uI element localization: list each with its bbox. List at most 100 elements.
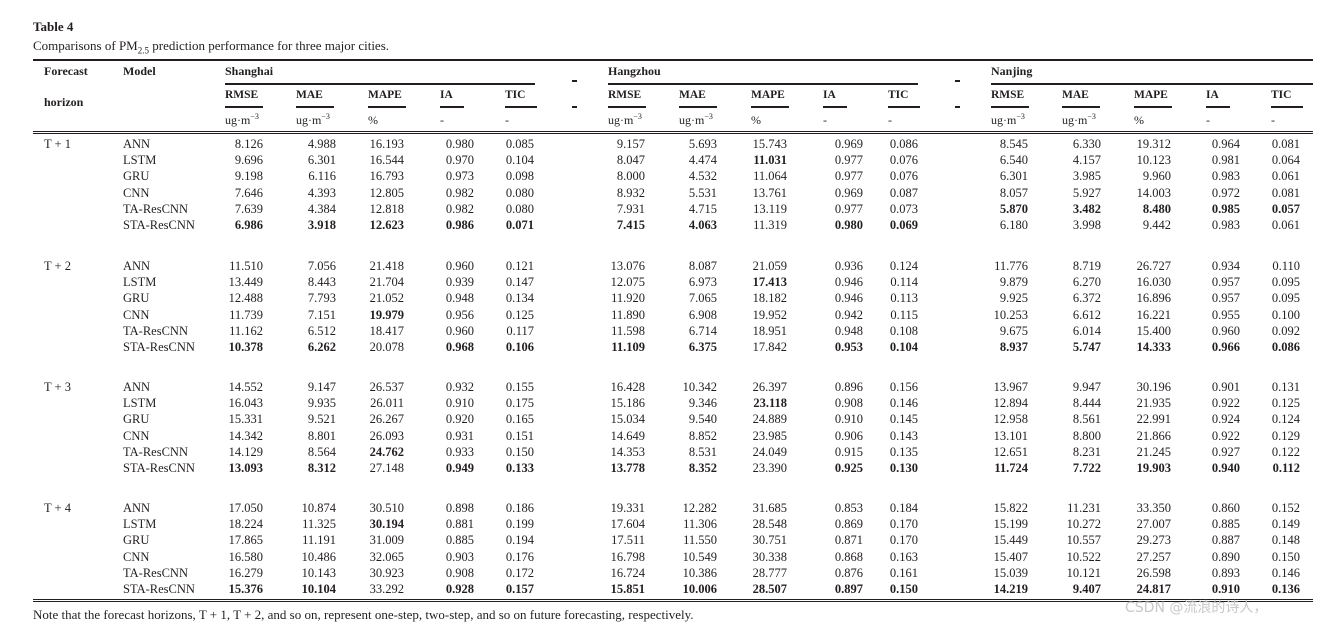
metric-underline	[505, 106, 537, 108]
value-cell-hangzhou-rmse: 11.890	[611, 307, 645, 322]
metric-header-mae: MAE	[1062, 89, 1089, 101]
value-cell-nanjing-rmse: 6.301	[999, 169, 1028, 184]
value-cell-shanghai-ia: 0.881	[445, 517, 474, 532]
value-cell-nanjing-ia: 0.940	[1211, 461, 1240, 475]
value-cell-hangzhou-mae: 8.352	[688, 461, 717, 475]
value-cell-shanghai-mae: 8.312	[307, 461, 336, 475]
value-cell-shanghai-mae: 7.056	[307, 259, 336, 273]
unit-base: ug·m	[296, 113, 322, 127]
metric-header-ia: IA	[1206, 89, 1219, 101]
metric-underline	[440, 106, 464, 108]
value-cell-hangzhou-mae: 4.532	[688, 169, 717, 184]
value-cell-hangzhou-ia: 0.946	[834, 291, 863, 306]
model-name: LSTM	[123, 396, 157, 411]
value-cell-hangzhou-mae: 6.375	[688, 340, 717, 354]
value-cell-hangzhou-ia: 0.948	[834, 323, 863, 338]
model-name: ANN	[123, 137, 151, 151]
unit-exponent: −3	[704, 112, 713, 121]
value-cell-shanghai-tic: 0.117	[506, 323, 534, 338]
value-cell-nanjing-mape: 29.273	[1136, 533, 1171, 548]
value-cell-hangzhou-tic: 0.170	[889, 533, 918, 548]
value-cell-nanjing-tic: 0.064	[1271, 153, 1300, 168]
value-cell-hangzhou-rmse: 11.598	[611, 323, 645, 338]
value-cell-shanghai-mae: 6.116	[308, 169, 336, 184]
model-name: CNN	[123, 307, 150, 322]
value-cell-nanjing-mape: 33.350	[1136, 501, 1171, 515]
value-cell-hangzhou-mape: 18.951	[752, 323, 787, 338]
value-cell-hangzhou-rmse: 11.920	[611, 291, 645, 306]
value-cell-shanghai-rmse: 17.865	[228, 533, 263, 548]
value-cell-hangzhou-tic: 0.073	[889, 201, 918, 216]
unit-base: -	[1271, 113, 1275, 127]
value-cell-hangzhou-ia: 0.942	[834, 307, 863, 322]
value-cell-hangzhou-tic: 0.114	[890, 275, 918, 290]
value-cell-hangzhou-tic: 0.184	[889, 501, 918, 515]
value-cell-shanghai-tic: 0.151	[505, 428, 534, 443]
value-cell-hangzhou-rmse: 13.778	[610, 461, 645, 475]
value-cell-shanghai-ia: 0.982	[445, 201, 474, 216]
unit-label: -	[440, 112, 444, 128]
model-name: TA-ResCNN	[123, 565, 188, 580]
value-cell-shanghai-mae: 11.325	[302, 517, 336, 532]
metric-underline	[368, 106, 406, 108]
value-cell-shanghai-mape: 19.979	[369, 307, 404, 322]
value-cell-nanjing-mape: 9.960	[1142, 169, 1171, 184]
value-cell-shanghai-mape: 26.011	[370, 396, 404, 411]
value-cell-nanjing-tic: 0.125	[1271, 396, 1300, 411]
value-cell-hangzhou-ia: 0.915	[834, 444, 863, 459]
value-cell-shanghai-ia: 0.885	[445, 533, 474, 548]
model-name: CNN	[123, 185, 150, 200]
unit-label: -	[1206, 112, 1210, 128]
horizon-label: T + 1	[44, 137, 71, 151]
city-header-shanghai: Shanghai	[225, 64, 274, 78]
metric-header-rmse: RMSE	[608, 89, 642, 101]
table-title: Table 4	[33, 19, 74, 34]
value-cell-shanghai-rmse: 12.488	[228, 291, 263, 306]
value-cell-shanghai-tic: 0.165	[505, 412, 534, 427]
value-cell-shanghai-ia: 0.898	[445, 501, 474, 515]
value-cell-shanghai-mape: 16.793	[369, 169, 404, 184]
value-cell-hangzhou-mae: 5.531	[688, 185, 717, 200]
value-cell-shanghai-mape: 31.009	[369, 533, 404, 548]
value-cell-hangzhou-ia: 0.910	[834, 412, 863, 427]
value-cell-nanjing-ia: 0.922	[1211, 396, 1240, 411]
value-cell-hangzhou-ia: 0.980	[834, 218, 863, 232]
city-header-nanjing: Nanjing	[991, 64, 1033, 78]
model-name: LSTM	[123, 517, 157, 532]
horizon-label: T + 3	[44, 380, 71, 394]
value-cell-shanghai-mape: 21.704	[369, 275, 404, 290]
header-horizon: horizon	[44, 95, 84, 109]
value-cell-hangzhou-ia: 0.908	[834, 396, 863, 411]
value-cell-hangzhou-mape: 24.889	[752, 412, 787, 427]
header-double-rule-top	[33, 131, 1313, 132]
value-cell-shanghai-mape: 32.065	[369, 549, 404, 564]
value-cell-hangzhou-ia: 0.946	[834, 275, 863, 290]
value-cell-nanjing-rmse: 9.675	[999, 323, 1028, 338]
value-cell-shanghai-ia: 0.960	[445, 259, 474, 273]
value-cell-nanjing-mape: 21.245	[1136, 444, 1171, 459]
value-cell-shanghai-ia: 0.980	[445, 137, 474, 151]
value-cell-shanghai-ia: 0.982	[445, 185, 474, 200]
metric-underline	[1271, 106, 1303, 108]
value-cell-shanghai-rmse: 16.279	[228, 565, 263, 580]
value-cell-nanjing-tic: 0.152	[1271, 501, 1300, 515]
value-cell-hangzhou-mape: 31.685	[752, 501, 787, 515]
value-cell-nanjing-mae: 10.121	[1066, 565, 1101, 580]
unit-label: -	[505, 112, 509, 128]
unit-label: ug·m−3	[991, 112, 1025, 128]
metric-underline	[608, 106, 646, 108]
value-cell-shanghai-mape: 24.762	[369, 444, 404, 459]
value-cell-hangzhou-tic: 0.087	[889, 185, 918, 200]
value-cell-shanghai-rmse: 17.050	[228, 501, 263, 515]
value-cell-nanjing-ia: 0.893	[1211, 565, 1240, 580]
value-cell-hangzhou-mape: 23.118	[753, 396, 787, 411]
value-cell-shanghai-mape: 16.544	[369, 153, 404, 168]
value-cell-nanjing-tic: 0.081	[1271, 185, 1300, 200]
value-cell-nanjing-mape: 22.991	[1136, 412, 1171, 427]
value-cell-shanghai-tic: 0.080	[505, 201, 534, 216]
value-cell-hangzhou-rmse: 14.353	[610, 444, 645, 459]
value-cell-nanjing-mae: 3.998	[1072, 218, 1101, 232]
value-cell-shanghai-rmse: 16.043	[228, 396, 263, 411]
value-cell-nanjing-tic: 0.057	[1271, 201, 1300, 216]
value-cell-nanjing-mae: 3.985	[1072, 169, 1101, 184]
